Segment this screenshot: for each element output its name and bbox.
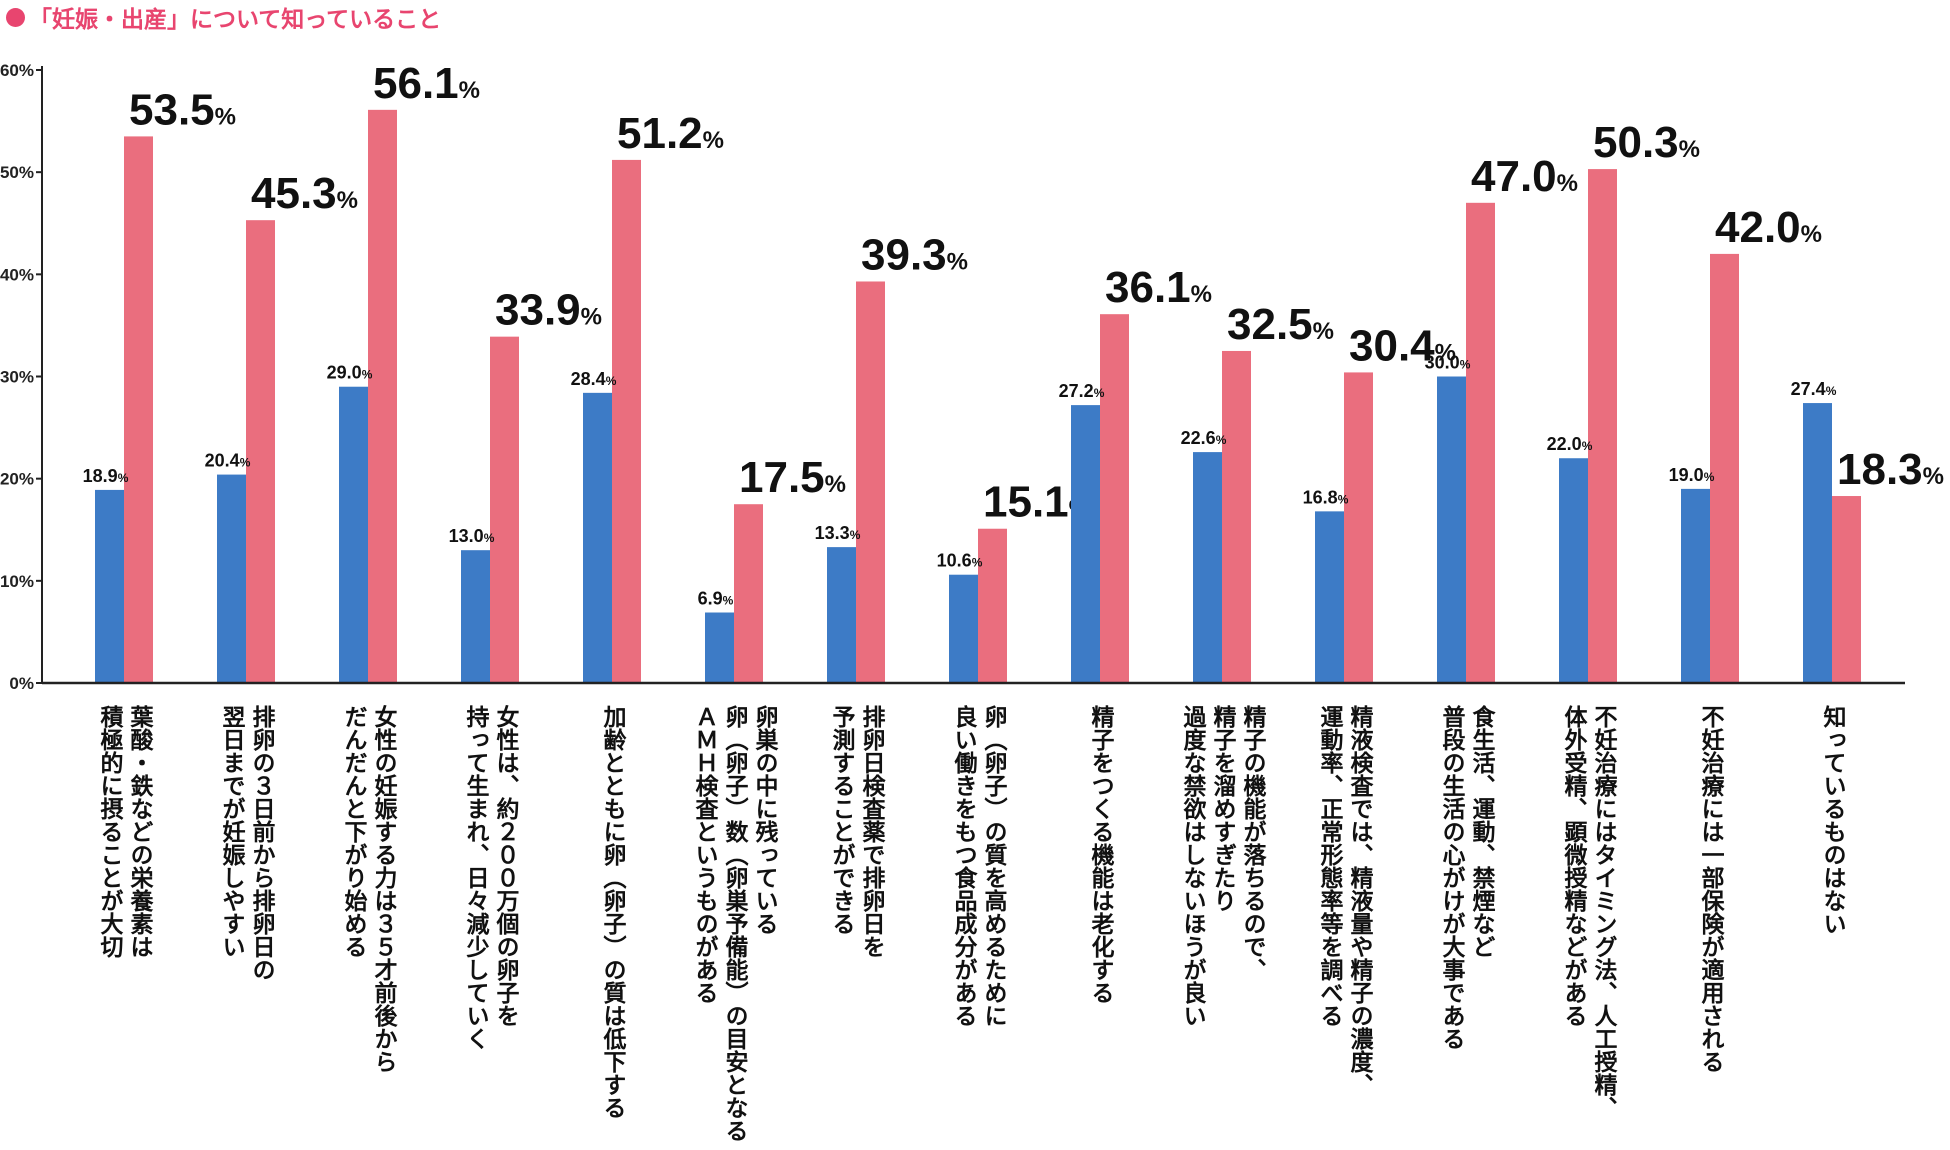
chart-title-text: 「妊娠・出産」について知っていること [29, 7, 442, 33]
data-label-series2: 45.3% [251, 169, 358, 218]
bar-series2 [978, 528, 1007, 683]
category-label: 卵巣の中に残っている [751, 705, 780, 935]
bar-series1 [1071, 405, 1100, 683]
category-label: 食生活、運動、禁煙など [1468, 704, 1496, 958]
data-label-series2: 50.3% [1593, 118, 1700, 167]
category-label: 運動率、正常形態率等を調べる [1316, 705, 1344, 1027]
data-label-series2: 56.1% [373, 59, 480, 108]
data-label-series2: 32.5% [1227, 300, 1334, 349]
bar-series2 [1344, 372, 1373, 683]
category-label: 精子を溜めすぎたり [1209, 705, 1237, 912]
data-label-series1: 28.4% [571, 369, 617, 389]
bar-series2 [734, 504, 763, 683]
category-label: 不妊治療には一部保険が適用される [1697, 705, 1726, 1073]
bullet-dot-icon [6, 7, 25, 27]
y-tick-label: 20% [0, 470, 34, 489]
y-tick-label: 30% [0, 368, 34, 387]
data-label-series1: 13.0% [449, 526, 495, 546]
bar-series2 [124, 136, 153, 684]
chart-title: 「妊娠・出産」について知っていること [6, 0, 441, 34]
category-label: 持って生まれ、日々減少していく [462, 705, 491, 1050]
data-label-series1: 29.0% [327, 363, 373, 383]
category-label: 精子をつくる機能は老化する [1087, 705, 1116, 1004]
bar-series1 [1681, 488, 1710, 683]
y-tick-label: 10% [0, 572, 34, 591]
data-label-series1: 22.0% [1547, 434, 1593, 454]
category-label: 女性は、約２００万個の卵子を [492, 704, 521, 1027]
bar-series1 [949, 574, 978, 683]
data-label-series1: 16.8% [1303, 487, 1349, 507]
data-label-series1: 10.6% [937, 551, 983, 571]
data-label-series1: 6.9% [698, 589, 734, 609]
category-label: だんだんと下がり始める [340, 705, 368, 958]
bar-series2 [1466, 202, 1495, 684]
bar-series1 [1803, 403, 1832, 683]
bar-series2 [1222, 350, 1251, 683]
data-label-series2: 33.9% [495, 286, 602, 335]
bar-series1 [1193, 452, 1222, 683]
category-label: 加齢とともに卵（卵子）の質は低下する [599, 705, 628, 1119]
y-tick-label: 60% [0, 61, 34, 80]
data-label-series2: 47.0% [1471, 152, 1578, 201]
bar-series1 [583, 392, 612, 683]
bar-series2 [490, 336, 519, 683]
y-tick-label: 40% [0, 265, 34, 284]
bar-series1 [1437, 376, 1466, 683]
bar-series1 [95, 489, 124, 683]
category-label: 予測することができる [828, 705, 856, 935]
category-label: 女性の妊娠する力は３５才前後から [370, 704, 398, 1073]
category-label: ＡＭＨ検査というものがある [691, 705, 719, 1004]
category-label: 不妊治療にはタイミング法、人工授精、 [1590, 705, 1618, 1119]
data-label-series2: 18.3% [1837, 445, 1944, 494]
bar-series1 [827, 547, 856, 683]
category-label: 良い働きをもつ食品成分がある [950, 704, 979, 1027]
bar-series1 [1315, 511, 1344, 683]
data-label-series2: 39.3% [861, 230, 968, 279]
category-label: 精子の機能が落ちるので、 [1239, 705, 1267, 981]
category-label: 積極的に摂ることが大切 [96, 705, 124, 958]
category-label: 体外受精、顕微授精などがある [1560, 705, 1589, 1027]
bar-series2 [246, 220, 275, 683]
data-label-series2: 36.1% [1105, 263, 1212, 312]
data-label-series1: 18.9% [83, 466, 129, 486]
bar-series1 [461, 550, 490, 683]
bar-series1 [217, 474, 246, 683]
data-label-series2: 53.5% [129, 85, 236, 134]
bar-series2 [1100, 314, 1129, 683]
category-label: 翌日までが妊娠しやすい [218, 705, 246, 958]
category-label: 精液検査では、精液量や精子の濃度、 [1346, 705, 1374, 1096]
data-label-series1: 30.0% [1425, 353, 1471, 373]
category-label: 排卵日検査薬で排卵日を [858, 705, 886, 958]
bar-series2 [1832, 496, 1861, 683]
bar-series1 [339, 386, 368, 683]
data-label-series2: 42.0% [1715, 203, 1822, 252]
category-label: 卵（卵子）数（卵巣予備能）の目安となる [721, 705, 750, 1142]
category-label: 過度な禁欲はしないほうが良い [1179, 704, 1208, 1027]
bar-series2 [1710, 253, 1739, 683]
data-label-series1: 13.3% [815, 523, 861, 543]
data-label-series1: 19.0% [1669, 465, 1715, 485]
data-label-series1: 27.2% [1059, 381, 1105, 401]
category-label: 葉酸・鉄などの栄養素は [126, 705, 155, 958]
data-label-series1: 20.4% [205, 451, 251, 471]
y-tick-label: 50% [0, 163, 34, 182]
category-label: 卵（卵子）の質を高めるために [980, 705, 1008, 1027]
data-label-series1: 22.6% [1181, 428, 1227, 448]
data-label-series2: 17.5% [739, 453, 846, 502]
category-label: 排卵の３日前から排卵日の [248, 705, 276, 981]
bar-series1 [705, 612, 734, 683]
data-label-series1: 27.4% [1791, 379, 1837, 399]
bar-series1 [1559, 458, 1588, 683]
y-tick-label: 0% [9, 674, 34, 693]
bar-series2 [368, 109, 397, 684]
bar-series2 [856, 281, 885, 683]
data-label-series2: 51.2% [617, 109, 724, 158]
category-label: 知っているものはない [1819, 704, 1847, 935]
bar-series2 [1588, 169, 1617, 683]
bar-series2 [612, 159, 641, 683]
category-label: 普段の生活の心がけが大事である [1438, 704, 1466, 1050]
